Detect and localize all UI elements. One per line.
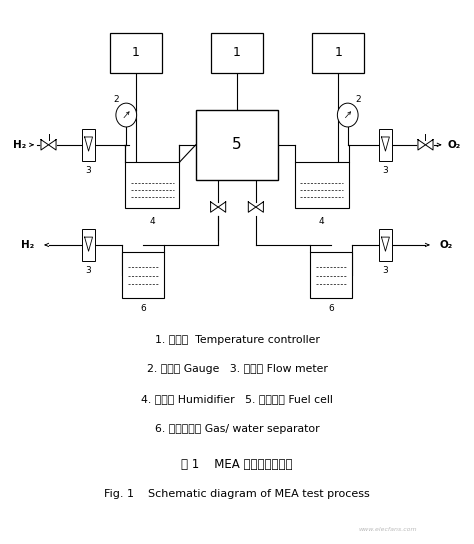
Text: 2: 2 <box>113 95 118 104</box>
Bar <box>312 33 364 73</box>
Bar <box>121 252 164 298</box>
Text: O₂: O₂ <box>439 240 453 250</box>
Text: 2: 2 <box>356 95 361 104</box>
Text: 图 1    MEA 活化试验流程图: 图 1 MEA 活化试验流程图 <box>181 458 293 471</box>
Text: 4: 4 <box>149 217 155 226</box>
Text: 3: 3 <box>86 166 91 175</box>
Bar <box>82 229 95 261</box>
Circle shape <box>337 103 358 127</box>
Polygon shape <box>84 237 92 251</box>
Text: 2. 压力表 Gauge   3. 流量计 Flow meter: 2. 压力表 Gauge 3. 流量计 Flow meter <box>146 364 328 374</box>
Text: H₂: H₂ <box>21 240 35 250</box>
Bar <box>110 33 162 73</box>
Text: 6. 气水分离器 Gas/ water separator: 6. 气水分离器 Gas/ water separator <box>155 424 319 434</box>
Text: 4: 4 <box>319 217 325 226</box>
Text: www.elecfans.com: www.elecfans.com <box>358 527 417 531</box>
Text: 3: 3 <box>383 166 388 175</box>
Polygon shape <box>418 140 426 150</box>
Bar <box>211 33 263 73</box>
Text: O₂: O₂ <box>447 140 461 150</box>
Polygon shape <box>382 137 390 151</box>
Polygon shape <box>218 202 226 212</box>
Text: 1: 1 <box>334 46 342 59</box>
Bar <box>379 129 392 160</box>
Text: Fig. 1    Schematic diagram of MEA test process: Fig. 1 Schematic diagram of MEA test pro… <box>104 489 370 499</box>
Circle shape <box>116 103 137 127</box>
Text: 1: 1 <box>233 46 241 59</box>
Text: H₂: H₂ <box>13 140 27 150</box>
Polygon shape <box>84 137 92 151</box>
Bar <box>310 252 353 298</box>
Polygon shape <box>210 202 218 212</box>
Text: 3: 3 <box>383 267 388 275</box>
Polygon shape <box>41 140 48 150</box>
Polygon shape <box>382 237 390 251</box>
Text: 3: 3 <box>86 267 91 275</box>
Bar <box>379 229 392 261</box>
Polygon shape <box>256 202 264 212</box>
Polygon shape <box>426 140 433 150</box>
Bar <box>196 110 278 180</box>
Bar <box>82 129 95 160</box>
Text: 1. 温控仪  Temperature controller: 1. 温控仪 Temperature controller <box>155 335 319 345</box>
Text: 6: 6 <box>328 304 334 313</box>
Polygon shape <box>248 202 256 212</box>
Text: 5: 5 <box>232 137 242 152</box>
Text: 4. 加湿器 Humidifier   5. 燃料电池 Fuel cell: 4. 加湿器 Humidifier 5. 燃料电池 Fuel cell <box>141 394 333 404</box>
Polygon shape <box>48 140 56 150</box>
Text: 1: 1 <box>132 46 140 59</box>
Text: 6: 6 <box>140 304 146 313</box>
Bar <box>295 163 349 208</box>
Bar <box>125 163 179 208</box>
